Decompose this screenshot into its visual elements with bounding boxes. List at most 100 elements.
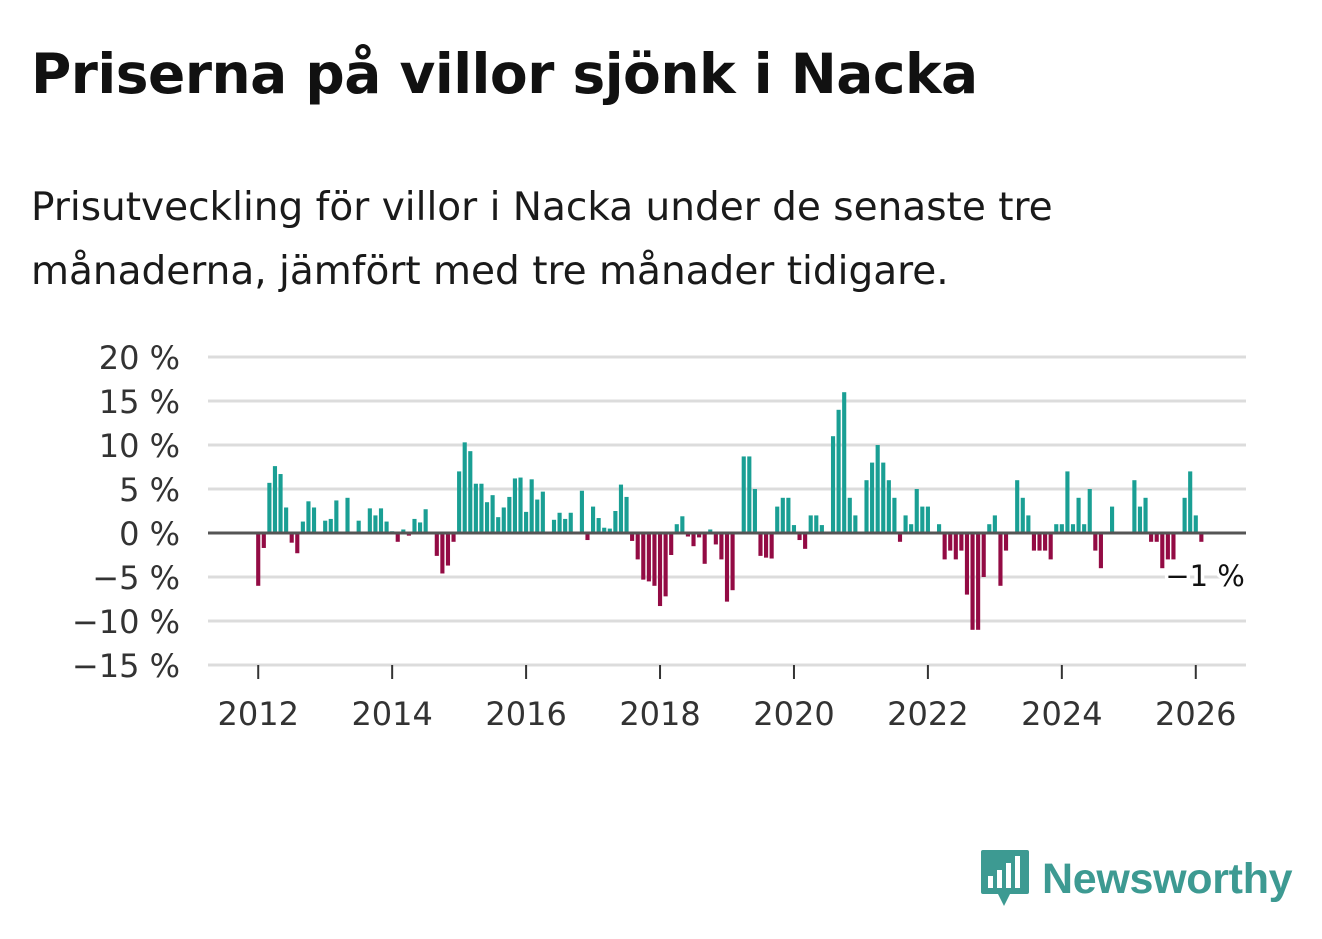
bar — [417, 522, 423, 533]
bar — [892, 497, 897, 533]
bar — [814, 515, 819, 533]
bar — [445, 533, 451, 566]
y-tick-label: −5 % — [92, 559, 180, 597]
bar — [730, 533, 735, 591]
bar — [853, 515, 858, 533]
bar — [590, 506, 596, 533]
bar — [1109, 506, 1115, 533]
bar — [496, 517, 501, 533]
bar — [1020, 497, 1025, 533]
bar — [657, 533, 663, 607]
bar — [897, 533, 903, 542]
bar — [384, 521, 389, 533]
bar — [1003, 533, 1009, 551]
bar — [741, 456, 746, 533]
bar — [886, 480, 891, 533]
y-tick-label: 5 % — [119, 471, 180, 509]
bar — [920, 506, 925, 533]
bar — [1082, 524, 1087, 533]
bar — [457, 471, 462, 533]
bar — [1154, 533, 1159, 542]
bar — [596, 518, 601, 533]
bar — [685, 533, 691, 537]
bar — [881, 462, 886, 533]
bar — [847, 497, 852, 533]
x-tick-label: 2020 — [753, 695, 834, 733]
bar — [836, 409, 841, 533]
bar — [1070, 524, 1076, 533]
bar — [585, 533, 590, 541]
bar — [697, 533, 702, 538]
bar — [1093, 533, 1098, 551]
bar — [842, 392, 847, 533]
bar — [1098, 533, 1103, 569]
bar — [423, 509, 428, 533]
y-tick-label: 15 % — [99, 383, 180, 421]
bar — [624, 496, 629, 533]
bar — [970, 533, 975, 630]
bar — [1048, 533, 1053, 560]
bar — [948, 533, 953, 551]
bar — [1043, 533, 1048, 551]
bar — [1076, 497, 1081, 533]
bar — [708, 529, 713, 533]
y-axis-ticks: 20 % 15 % 10 % 5 % 0 % −5 % −10 % −15 % — [72, 339, 180, 685]
bar — [524, 511, 529, 533]
bar — [702, 533, 707, 564]
bar — [345, 497, 350, 533]
bar — [786, 497, 791, 533]
y-tick-label: 20 % — [99, 339, 180, 377]
bars — [256, 392, 1204, 630]
bar — [769, 533, 774, 559]
bar — [272, 466, 278, 533]
bar — [1037, 533, 1042, 551]
bar — [830, 436, 836, 533]
x-tick-label: 2014 — [351, 695, 432, 733]
x-axis-ticks: 2012 2014 2016 2018 2020 2022 2024 2026 — [218, 665, 1236, 733]
bar — [311, 507, 317, 533]
bar — [875, 445, 880, 533]
chart-subtitle: Prisutveckling för villor i Nacka under … — [31, 185, 1053, 294]
bar — [334, 500, 339, 533]
bar — [724, 533, 730, 602]
bar — [669, 533, 674, 555]
bar — [1160, 533, 1165, 569]
bar — [1132, 480, 1137, 533]
bar — [775, 506, 780, 533]
bar — [674, 524, 679, 533]
x-tick-label: 2012 — [218, 695, 299, 733]
bar — [870, 462, 875, 533]
bar — [1143, 497, 1148, 533]
bar — [1199, 533, 1204, 542]
newsworthy-logo: Newsworthy — [980, 848, 1293, 910]
bar — [1171, 533, 1176, 560]
bar — [959, 533, 964, 551]
bar — [864, 480, 869, 533]
y-tick-label: −10 % — [72, 603, 180, 641]
brand-name: Newsworthy — [1042, 854, 1293, 903]
bar — [490, 495, 495, 533]
bar — [1149, 533, 1154, 542]
bar — [713, 533, 718, 545]
bar — [1059, 524, 1064, 533]
bar — [613, 511, 618, 533]
x-tick-label: 2018 — [619, 695, 700, 733]
bar — [529, 479, 534, 533]
bar — [1026, 515, 1031, 533]
bar — [484, 502, 490, 533]
bar — [563, 518, 568, 533]
bar — [964, 533, 970, 595]
y-tick-label: 10 % — [99, 427, 180, 465]
bar — [462, 442, 467, 533]
bar — [680, 516, 685, 533]
bar — [602, 527, 607, 533]
bar — [557, 512, 562, 533]
bar — [630, 533, 635, 541]
bar — [652, 533, 657, 586]
bar — [323, 520, 328, 533]
x-tick-label: 2026 — [1155, 695, 1236, 733]
bar — [278, 474, 283, 533]
bar — [306, 501, 311, 533]
x-tick-label: 2022 — [887, 695, 968, 733]
bar — [289, 533, 294, 543]
